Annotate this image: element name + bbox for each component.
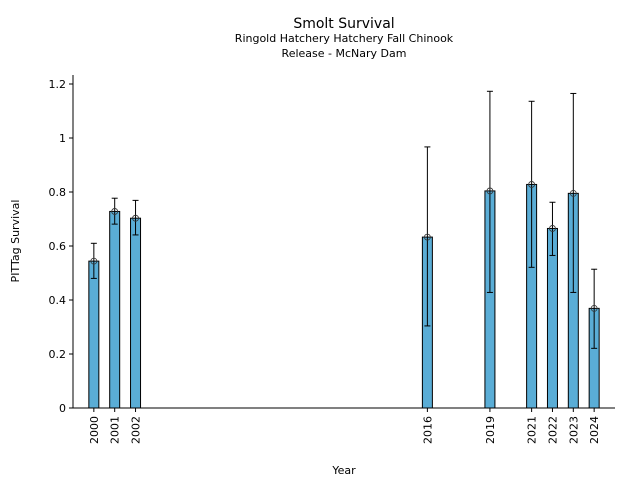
x-tick-label: 2022 xyxy=(546,416,559,444)
data-point-2021 xyxy=(528,181,536,188)
x-tick-label: 2024 xyxy=(588,416,601,444)
bar-2001 xyxy=(109,210,121,409)
data-point-2022 xyxy=(549,225,556,232)
y-tick-label: 0.4 xyxy=(49,294,67,307)
y-axis-label: PITTag Survival xyxy=(9,200,22,283)
data-point-2000 xyxy=(90,257,98,265)
y-tick-label: 0.6 xyxy=(49,240,67,253)
bar-2002 xyxy=(130,217,142,409)
data-point-2002 xyxy=(132,214,139,222)
y-tick-label: 1.2 xyxy=(49,78,67,91)
data-point-2023 xyxy=(569,189,577,197)
chart-subtitle-line-1: Ringold Hatchery Hatchery Fall Chinook xyxy=(235,32,454,45)
data-point-2001 xyxy=(111,208,119,215)
x-tick-label: 2021 xyxy=(526,416,539,444)
data-point-2024 xyxy=(590,304,598,312)
x-tick-label: 2001 xyxy=(109,416,122,444)
x-tick-label: 2002 xyxy=(130,416,143,444)
y-tick-label: 1 xyxy=(59,132,66,145)
x-tick-label: 2000 xyxy=(88,416,101,444)
data-point-2019 xyxy=(486,187,494,195)
x-axis-label: Year xyxy=(331,464,356,477)
x-tick-label: 2023 xyxy=(567,416,580,444)
chart-subtitle-line-2: Release - McNary Dam xyxy=(282,47,407,60)
data-point-2016 xyxy=(423,233,431,241)
bar-2000 xyxy=(88,260,100,409)
plot-area xyxy=(69,83,600,412)
x-tick-label: 2019 xyxy=(484,416,497,444)
y-tick-label: 0.2 xyxy=(49,348,67,361)
chart-title: Smolt Survival xyxy=(293,16,394,32)
y-tick-label: 0.8 xyxy=(49,186,67,199)
y-tick-label: 0 xyxy=(59,402,66,415)
x-tick-label: 2016 xyxy=(421,416,434,444)
